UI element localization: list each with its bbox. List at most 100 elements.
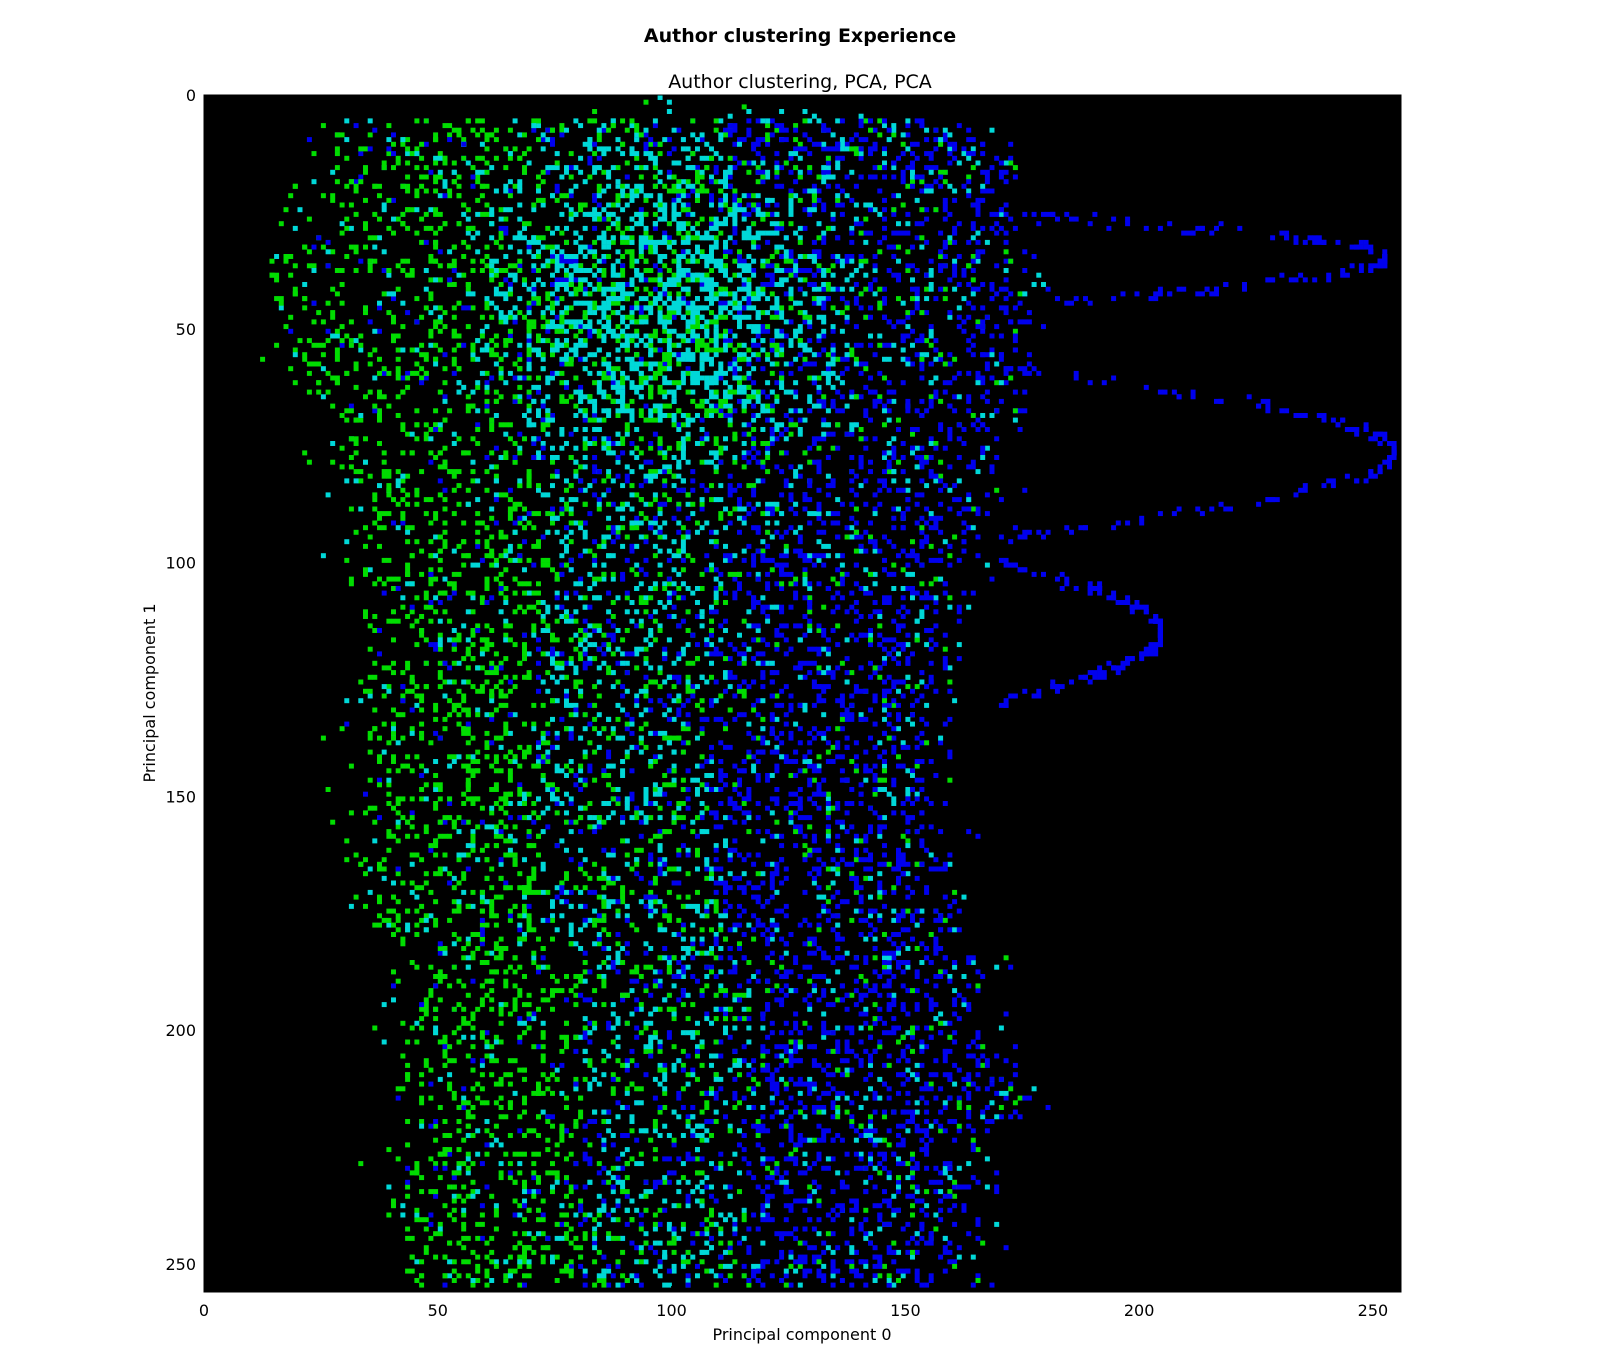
heatmap-cell (437, 1221, 443, 1227)
heatmap-cell (699, 1137, 705, 1143)
heatmap-cell (877, 1203, 883, 1209)
heatmap-cell (484, 543, 490, 549)
heatmap-cell (550, 483, 555, 489)
heatmap-cell (737, 137, 742, 143)
heatmap-cell (924, 272, 930, 278)
heatmap-cell (648, 763, 654, 769)
heatmap-cell (779, 1062, 785, 1068)
heatmap-cell (928, 155, 934, 161)
heatmap-cell (1017, 1095, 1023, 1101)
heatmap-cell (671, 1062, 677, 1068)
heatmap-cell (507, 1058, 513, 1064)
heatmap-cell (751, 861, 757, 867)
heatmap-cell (905, 333, 911, 339)
heatmap-cell (652, 543, 658, 549)
heatmap-cell (685, 1123, 691, 1129)
heatmap-cell (746, 459, 752, 465)
heatmap-cell (769, 894, 775, 900)
heatmap-cell (615, 1156, 621, 1162)
heatmap-cell (395, 160, 401, 166)
heatmap-cell (690, 1254, 696, 1260)
heatmap-cell (372, 520, 378, 526)
heatmap-cell (419, 183, 425, 189)
heatmap-cell (554, 768, 560, 774)
heatmap-cell (933, 1095, 939, 1101)
heatmap-cell (484, 754, 490, 760)
heatmap-cell (891, 1025, 897, 1031)
heatmap-cell (456, 903, 462, 909)
heatmap-cell (891, 702, 897, 708)
heatmap-cell (933, 946, 939, 951)
heatmap-cell (882, 146, 887, 152)
heatmap-cell (461, 889, 467, 895)
heatmap-cell (704, 642, 710, 648)
heatmap-cell (872, 1254, 878, 1260)
heatmap-cell (872, 207, 878, 213)
heatmap-cell (695, 1231, 700, 1237)
heatmap-cell (377, 417, 382, 423)
heatmap-cell (779, 974, 785, 979)
heatmap-cell (910, 1203, 915, 1209)
heatmap-cell (554, 1221, 560, 1227)
heatmap-cell (451, 586, 457, 591)
heatmap-cell (872, 1245, 878, 1251)
heatmap-cell (601, 1179, 607, 1185)
heatmap-cell (592, 300, 598, 306)
heatmap-cell (970, 286, 976, 292)
heatmap-cell (325, 328, 331, 334)
heatmap-cell (825, 165, 831, 171)
heatmap-cell (475, 197, 481, 203)
heatmap-cell (372, 258, 378, 264)
heatmap-cell (858, 1221, 864, 1227)
heatmap-cell (568, 506, 574, 512)
heatmap-cell (690, 328, 696, 334)
heatmap-cell (624, 749, 630, 755)
heatmap-cell (896, 1278, 901, 1283)
heatmap-cell (564, 763, 569, 769)
heatmap-cell (386, 782, 392, 788)
heatmap-cell (559, 553, 565, 559)
heatmap-cell (615, 183, 621, 189)
heatmap-cell (498, 553, 504, 559)
heatmap-cell (554, 296, 560, 302)
heatmap-cell (479, 922, 485, 928)
heatmap-cell (629, 469, 635, 475)
heatmap-cell (652, 787, 658, 792)
heatmap-cell (914, 744, 920, 750)
heatmap-cell (596, 1170, 602, 1176)
heatmap-cell (381, 370, 387, 376)
heatmap-cell (526, 300, 532, 306)
heatmap-cell (816, 197, 822, 203)
heatmap-cell (573, 590, 579, 596)
heatmap-cell (891, 810, 897, 816)
heatmap-cell (676, 1235, 682, 1241)
heatmap-cell (484, 642, 490, 648)
heatmap-cell (517, 1170, 523, 1176)
heatmap-cell (769, 1076, 775, 1082)
heatmap-cell (451, 1259, 457, 1265)
heatmap-cell (765, 202, 771, 208)
heatmap-cell (793, 581, 799, 587)
heatmap-cell (765, 394, 771, 400)
heatmap-cell (769, 567, 775, 573)
heatmap-cell (732, 127, 738, 133)
heatmap-cell (685, 211, 691, 217)
heatmap-cell (367, 866, 373, 872)
heatmap-cell (522, 749, 527, 755)
heatmap-cell (540, 1034, 546, 1040)
heatmap-cell (475, 707, 481, 713)
heatmap-cell (900, 1142, 906, 1148)
heatmap-cell (437, 787, 443, 792)
heatmap-cell (564, 688, 569, 694)
heatmap-cell (732, 1231, 738, 1237)
heatmap-cell (536, 759, 541, 764)
heatmap-cell (624, 127, 630, 133)
heatmap-cell (554, 988, 560, 994)
heatmap-cell (905, 674, 911, 680)
heatmap-cell (662, 1090, 668, 1096)
heatmap-cell (872, 927, 878, 933)
heatmap-cell (526, 338, 532, 344)
heatmap-cell (816, 1268, 822, 1274)
heatmap-cell (559, 282, 565, 287)
heatmap-cell (779, 702, 785, 708)
